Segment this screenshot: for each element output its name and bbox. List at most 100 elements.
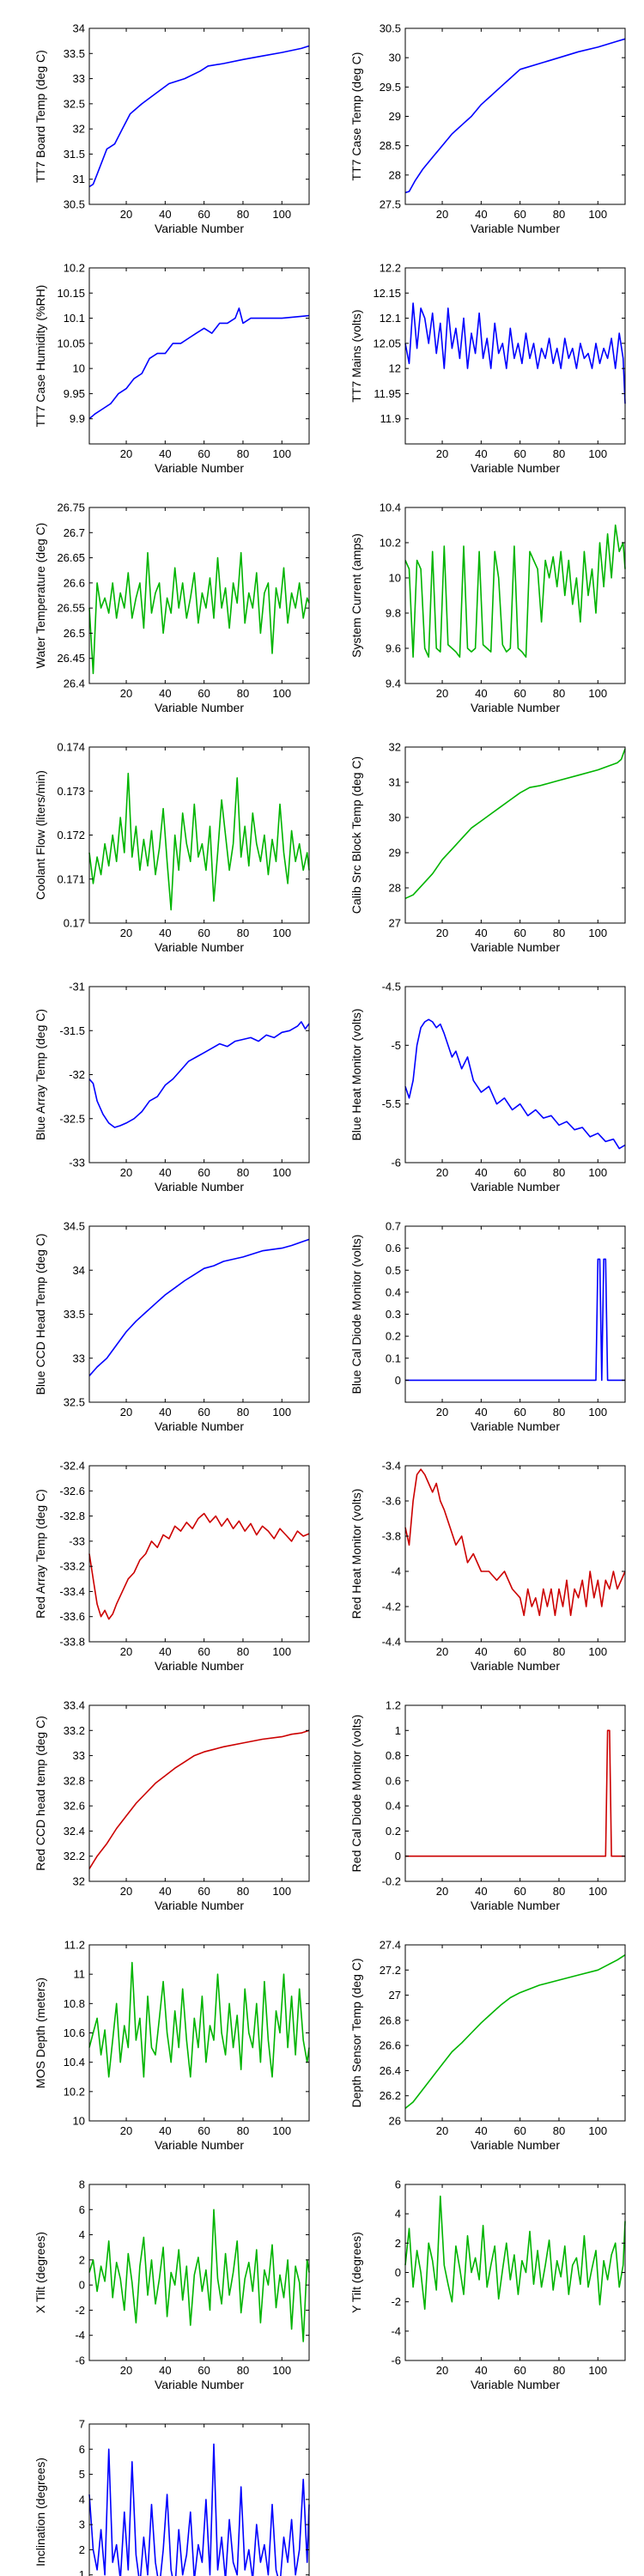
x-tick-label: 20: [436, 2364, 448, 2377]
y-tick-label: 11: [74, 1968, 86, 1981]
y-tick-label: -33: [69, 1157, 85, 1170]
y-tick-label: 11.2: [64, 1939, 85, 1952]
y-tick-label: -31.5: [59, 1024, 85, 1037]
axes-frame: [88, 27, 310, 205]
x-tick-label: 80: [237, 208, 249, 221]
x-tick-label: 60: [513, 447, 526, 460]
x-tick-label: 100: [588, 208, 607, 221]
y-tick-label: -3.4: [382, 1460, 401, 1473]
y-tick-label: 29: [389, 847, 401, 860]
x-tick-label: 40: [159, 2364, 171, 2377]
x-tick-label: 100: [272, 447, 291, 460]
x-tick-label: 80: [237, 687, 249, 700]
y-tick-label: 33: [73, 1352, 85, 1364]
y-tick-label: 0: [395, 1374, 401, 1387]
series-line: [404, 38, 626, 194]
y-tick-label: 34.5: [64, 1220, 85, 1233]
chart-panel-20: 20 40 60 80 100 -6 -4 -2 0 2 4 6 Variable Number Y Ti…: [349, 2178, 626, 2391]
y-tick-label: 29.5: [380, 81, 401, 94]
x-tick-label: 80: [553, 1406, 565, 1419]
x-tick-label: 80: [237, 2124, 249, 2137]
y-tick-label: 7: [79, 2418, 85, 2431]
y-tick-label: 32: [73, 123, 85, 136]
x-tick-label: 100: [272, 2364, 291, 2377]
y-tick-label: 10: [389, 572, 401, 585]
y-tick-label: 5: [79, 2468, 85, 2481]
x-tick-label: 20: [120, 687, 132, 700]
x-tick-label: 80: [553, 687, 565, 700]
x-tick-label: 80: [553, 2124, 565, 2137]
x-tick-label: 40: [475, 447, 487, 460]
y-tick-label: 0.173: [57, 785, 85, 798]
y-tick-label: 26.6: [64, 576, 85, 589]
x-tick-label: 60: [197, 208, 210, 221]
x-tick-label: 60: [197, 2364, 210, 2377]
x-tick-label: 100: [272, 1885, 291, 1898]
y-axis-label: Inclination (degrees): [33, 2458, 47, 2567]
y-tick-label: 4: [395, 2208, 401, 2221]
y-axis-label: Red CCD head temp (deg C): [33, 1716, 47, 1871]
y-tick-label: -33.6: [59, 1610, 85, 1623]
x-tick-label: 100: [588, 447, 607, 460]
chart-panel-5: 20 40 60 80 100 26.4 26.45 26.5 26.55 26.6 26.65 26…: [33, 501, 310, 714]
x-axis-label: Variable Number: [155, 2378, 244, 2391]
y-tick-label: 27: [389, 1989, 401, 2002]
y-tick-label: 0.8: [386, 1749, 401, 1762]
y-tick-label: 30: [389, 52, 401, 64]
x-tick-label: 60: [513, 687, 526, 700]
x-axis-label: Variable Number: [155, 701, 244, 714]
y-tick-label: 4: [79, 2228, 85, 2241]
x-axis-label: Variable Number: [471, 1659, 560, 1673]
y-tick-label: 32.8: [64, 1774, 85, 1787]
y-tick-label: 1.2: [386, 1699, 401, 1712]
y-tick-label: 0.172: [57, 829, 85, 841]
y-tick-label: -2: [75, 2304, 85, 2317]
x-axis-label: Variable Number: [471, 2138, 560, 2152]
y-tick-label: -32.5: [59, 1112, 85, 1125]
y-tick-label: 0: [395, 1850, 401, 1862]
y-tick-label: 26.45: [57, 652, 85, 665]
y-tick-label: 33: [73, 72, 85, 85]
y-tick-label: 26.4: [380, 2064, 401, 2077]
x-axis-label: Variable Number: [471, 1419, 560, 1433]
y-tick-label: 11.95: [374, 387, 401, 400]
y-tick-label: -4.5: [382, 981, 401, 993]
axes-frame: [88, 2423, 310, 2576]
x-axis-label: Variable Number: [155, 461, 244, 475]
y-axis-label: Red Cal Diode Monitor (volts): [349, 1715, 363, 1873]
y-tick-label: 33.5: [64, 47, 85, 60]
y-tick-label: 10: [73, 362, 85, 375]
y-tick-label: 29: [389, 110, 401, 123]
y-tick-label: 32.5: [64, 1396, 85, 1409]
x-tick-label: 40: [475, 1645, 487, 1658]
y-tick-label: 26: [389, 2115, 401, 2128]
y-tick-label: 31: [73, 173, 85, 185]
y-tick-label: -33: [69, 1534, 85, 1547]
y-tick-label: 10.15: [57, 287, 85, 300]
x-tick-label: 100: [588, 1166, 607, 1179]
x-tick-label: 40: [475, 2364, 487, 2377]
series-line: [404, 302, 626, 404]
x-axis-label: Variable Number: [155, 1659, 244, 1673]
x-axis-label: Variable Number: [471, 1899, 560, 1912]
x-tick-label: 80: [237, 1885, 249, 1898]
y-tick-label: 8: [79, 2178, 85, 2191]
x-tick-label: 20: [120, 208, 132, 221]
y-tick-label: 28: [389, 882, 401, 895]
y-axis-label: Blue Cal Diode Monitor (volts): [349, 1235, 363, 1394]
chart-panel-18: 20 40 60 80 100 26 26.2 26.4 26.6 26.8 27 27.2 27.4 V…: [349, 1939, 626, 2152]
x-tick-label: 40: [159, 1166, 171, 1179]
x-tick-label: 60: [513, 1406, 526, 1419]
series-line: [404, 1954, 626, 2110]
series-line: [88, 1961, 310, 2078]
y-axis-label: TT7 Board Temp (deg C): [33, 50, 47, 183]
x-tick-label: 20: [120, 447, 132, 460]
y-tick-label: 0.3: [386, 1308, 401, 1321]
y-tick-label: 27.4: [380, 1939, 401, 1952]
y-tick-label: 27: [389, 917, 401, 930]
x-tick-label: 100: [272, 208, 291, 221]
x-tick-label: 60: [197, 1885, 210, 1898]
y-tick-label: 2: [395, 2237, 401, 2250]
y-tick-label: 0.17: [64, 917, 85, 930]
x-tick-label: 100: [588, 1885, 607, 1898]
